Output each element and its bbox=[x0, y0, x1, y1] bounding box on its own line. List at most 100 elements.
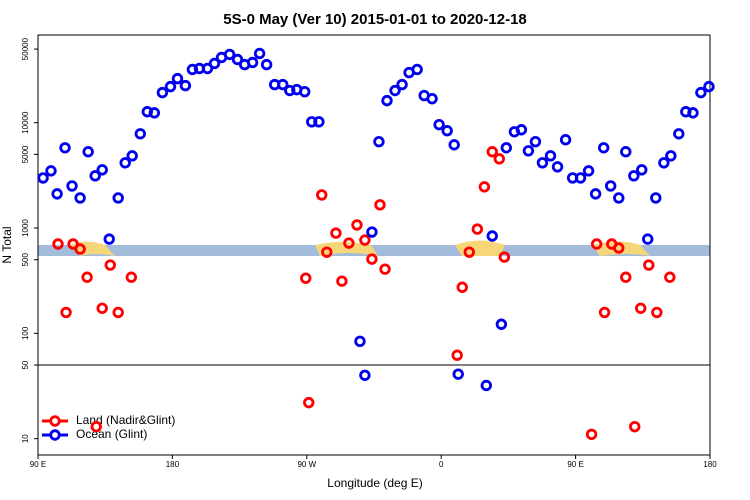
point bbox=[208, 57, 221, 70]
point bbox=[59, 142, 71, 154]
point bbox=[231, 53, 244, 66]
point bbox=[498, 251, 511, 263]
point bbox=[643, 259, 655, 271]
point bbox=[96, 302, 108, 314]
y-tick-label: 50 bbox=[21, 360, 30, 369]
point bbox=[60, 306, 72, 319]
point bbox=[456, 281, 468, 293]
point bbox=[665, 150, 677, 162]
point bbox=[37, 172, 49, 184]
point bbox=[381, 94, 393, 107]
point bbox=[493, 153, 505, 165]
point bbox=[284, 84, 296, 97]
point bbox=[495, 318, 508, 330]
point bbox=[148, 107, 161, 119]
y-tick-label: 10 bbox=[21, 434, 30, 443]
point bbox=[119, 157, 131, 169]
point bbox=[171, 72, 184, 85]
point bbox=[316, 189, 328, 201]
x-tick-label: 90 E bbox=[30, 460, 46, 469]
point bbox=[604, 180, 617, 192]
y-tick-label: 500 bbox=[21, 253, 30, 267]
point bbox=[687, 107, 699, 119]
point bbox=[695, 86, 707, 99]
point bbox=[664, 271, 676, 283]
point bbox=[559, 134, 572, 146]
point bbox=[134, 128, 146, 140]
y-tick-label: 100 bbox=[21, 326, 30, 340]
point bbox=[126, 150, 138, 162]
y-tick-label: 5000 bbox=[21, 145, 30, 163]
legend: Land (Nadir&Glint)Ocean (Glint) bbox=[42, 413, 175, 441]
point bbox=[366, 226, 378, 238]
x-tick-label: 180 bbox=[166, 460, 180, 469]
point bbox=[141, 106, 154, 118]
point bbox=[658, 157, 670, 169]
point bbox=[366, 253, 378, 265]
point bbox=[515, 124, 528, 136]
point bbox=[96, 164, 108, 176]
point bbox=[379, 263, 391, 275]
point bbox=[463, 246, 475, 258]
point bbox=[486, 146, 498, 158]
point bbox=[589, 188, 602, 200]
point bbox=[635, 302, 647, 314]
point bbox=[277, 78, 289, 91]
x-tick-label: 90 W bbox=[297, 460, 316, 469]
point bbox=[598, 306, 611, 319]
point bbox=[486, 230, 498, 242]
point bbox=[480, 379, 492, 392]
point bbox=[112, 192, 124, 204]
point bbox=[104, 259, 116, 271]
point bbox=[613, 242, 625, 254]
point bbox=[451, 349, 463, 361]
point bbox=[471, 223, 484, 235]
point bbox=[66, 180, 78, 192]
point bbox=[74, 192, 86, 204]
point bbox=[536, 157, 549, 169]
point bbox=[544, 150, 557, 162]
point bbox=[112, 306, 124, 319]
point bbox=[300, 272, 312, 284]
y-tick-label: 1000 bbox=[21, 219, 30, 237]
point bbox=[45, 165, 57, 177]
point bbox=[448, 139, 460, 151]
point bbox=[343, 237, 355, 249]
point bbox=[103, 233, 115, 245]
point bbox=[441, 125, 453, 137]
point bbox=[500, 142, 513, 154]
point bbox=[354, 335, 366, 348]
point bbox=[620, 271, 632, 283]
plot-frame bbox=[37, 34, 711, 456]
point bbox=[81, 271, 93, 283]
point bbox=[396, 78, 408, 91]
point bbox=[590, 238, 603, 250]
point bbox=[90, 420, 102, 433]
point bbox=[551, 161, 564, 173]
x-tick-label: 90 E bbox=[567, 460, 583, 469]
point bbox=[629, 420, 641, 433]
point bbox=[223, 48, 236, 61]
point bbox=[426, 92, 438, 105]
point bbox=[673, 128, 685, 140]
y-tick-label: 10000 bbox=[21, 111, 30, 134]
point bbox=[703, 80, 715, 93]
point bbox=[389, 84, 401, 97]
point bbox=[359, 369, 371, 381]
legend-marker bbox=[49, 415, 61, 427]
point bbox=[303, 396, 315, 409]
point bbox=[330, 227, 342, 239]
point bbox=[529, 135, 542, 148]
point bbox=[253, 47, 266, 60]
point bbox=[125, 271, 138, 283]
point bbox=[306, 116, 318, 128]
point bbox=[359, 234, 371, 246]
point bbox=[636, 164, 648, 176]
chart-title: 5S-0 May (Ver 10) 2015-01-01 to 2020-12-… bbox=[223, 11, 527, 28]
point bbox=[164, 80, 177, 93]
point bbox=[351, 219, 363, 231]
point bbox=[336, 275, 348, 287]
point bbox=[67, 238, 79, 250]
